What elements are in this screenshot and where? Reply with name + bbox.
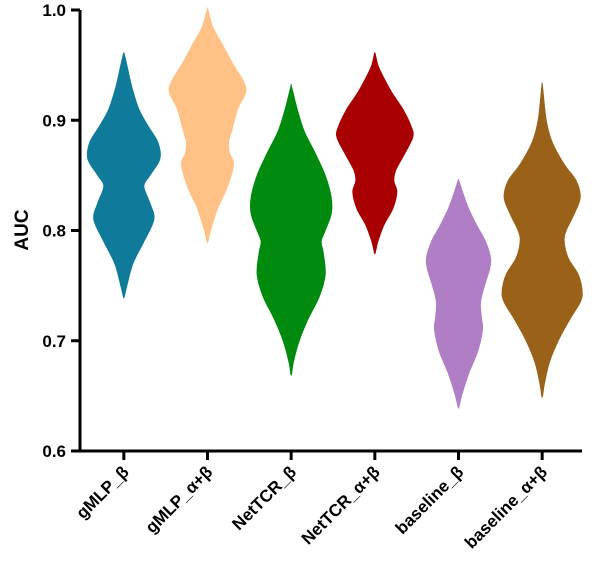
y-tick-label: 0.8 — [42, 222, 66, 241]
y-axis-title: AUC — [12, 209, 33, 250]
violin-NetTCR_β — [249, 83, 333, 376]
x-category-label: NetTCR_α+β — [298, 462, 384, 548]
violin-gMLP_β — [86, 52, 161, 299]
y-tick-label: 1.0 — [42, 1, 66, 20]
x-category-label: NetTCR_β — [228, 462, 300, 534]
y-ticks: 0.6 0.7 0.8 0.9 1.0 — [42, 1, 80, 461]
x-category-label: baseline_α+β — [461, 462, 551, 552]
y-tick-label: 0.6 — [42, 442, 66, 461]
violin-gMLP_α+β — [168, 7, 247, 244]
violin-group — [86, 7, 583, 409]
x-category-label: gMLP_α+β — [142, 462, 217, 537]
y-tick-label: 0.7 — [42, 332, 66, 351]
x-category-label: baseline_β — [392, 462, 468, 538]
violin-baseline_α+β — [501, 82, 583, 398]
x-category-label: gMLP_β — [72, 462, 132, 522]
y-tick-label: 0.9 — [42, 111, 66, 130]
violin-NetTCR_α+β — [335, 52, 414, 255]
violin-baseline_β — [425, 179, 492, 409]
